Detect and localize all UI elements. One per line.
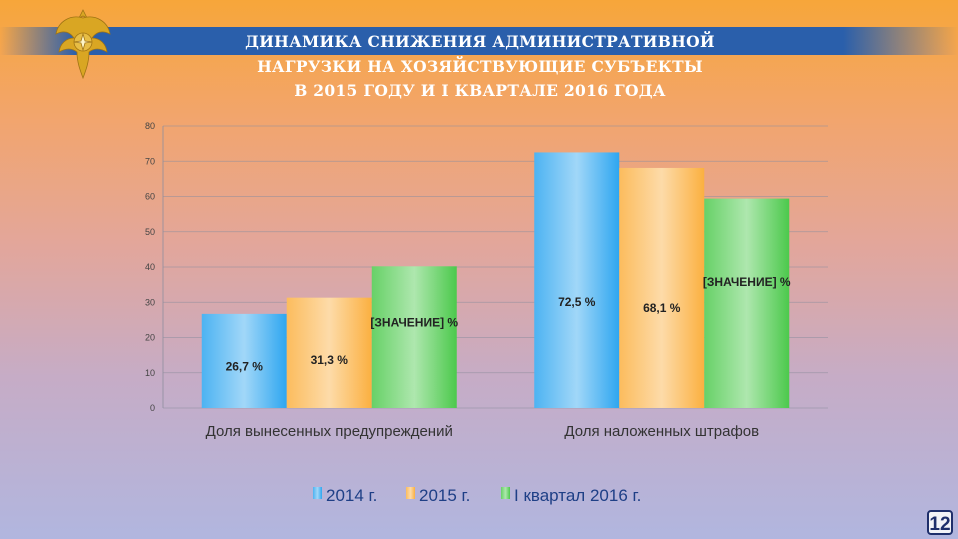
y-tick-label: 30 xyxy=(145,297,155,307)
bar-1-0 xyxy=(286,297,372,408)
legend-label: 2014 г. xyxy=(326,486,377,505)
y-tick-label: 10 xyxy=(145,368,155,378)
data-label: 72,5 % xyxy=(558,295,596,309)
title-line-1: ДИНАМИКА СНИЖЕНИЯ АДМИНИСТРАТИВНОЙ xyxy=(245,32,715,51)
y-tick-label: 50 xyxy=(145,227,155,237)
y-tick-label: 70 xyxy=(145,156,155,166)
bar-2-0 xyxy=(371,266,457,408)
y-tick-label: 80 xyxy=(145,121,155,131)
bar-2-1 xyxy=(704,198,790,408)
emchs-emblem-icon xyxy=(55,9,111,80)
legend-swatch xyxy=(406,487,415,499)
category-label: Доля вынесенных предупреждений xyxy=(206,423,453,440)
title-line-3: В 2015 ГОДУ И I КВАРТАЛЕ 2016 ГОДА xyxy=(294,81,666,100)
page-title: ДИНАМИКА СНИЖЕНИЯ АДМИНИСТРАТИВНОЙ НАГРУ… xyxy=(150,30,810,104)
y-tick-label: 40 xyxy=(145,262,155,272)
data-label: [ЗНАЧЕНИЕ] % xyxy=(703,275,791,289)
category-label: Доля наложенных штрафов xyxy=(564,423,759,440)
bar-0-1 xyxy=(534,152,620,408)
title-line-2: НАГРУЗКИ НА ХОЗЯЙСТВУЮЩИЕ СУБЪЕКТЫ xyxy=(257,56,703,76)
y-tick-label: 60 xyxy=(145,192,155,202)
y-tick-label: 0 xyxy=(150,403,155,413)
legend-label: I квартал 2016 г. xyxy=(514,486,641,505)
title-banner xyxy=(0,27,958,55)
legend-swatch xyxy=(313,487,322,499)
page-number: 12 xyxy=(927,510,953,535)
data-label: 31,3 % xyxy=(311,353,349,367)
bar-0-0 xyxy=(201,313,287,408)
data-label: 68,1 % xyxy=(643,301,681,315)
data-label: [ЗНАЧЕНИЕ] % xyxy=(370,315,458,329)
data-label: 26,7 % xyxy=(226,359,264,373)
legend-label: 2015 г. xyxy=(419,486,470,505)
bar-1-1 xyxy=(619,167,705,408)
y-tick-label: 20 xyxy=(145,333,155,343)
legend-swatch xyxy=(501,487,510,499)
